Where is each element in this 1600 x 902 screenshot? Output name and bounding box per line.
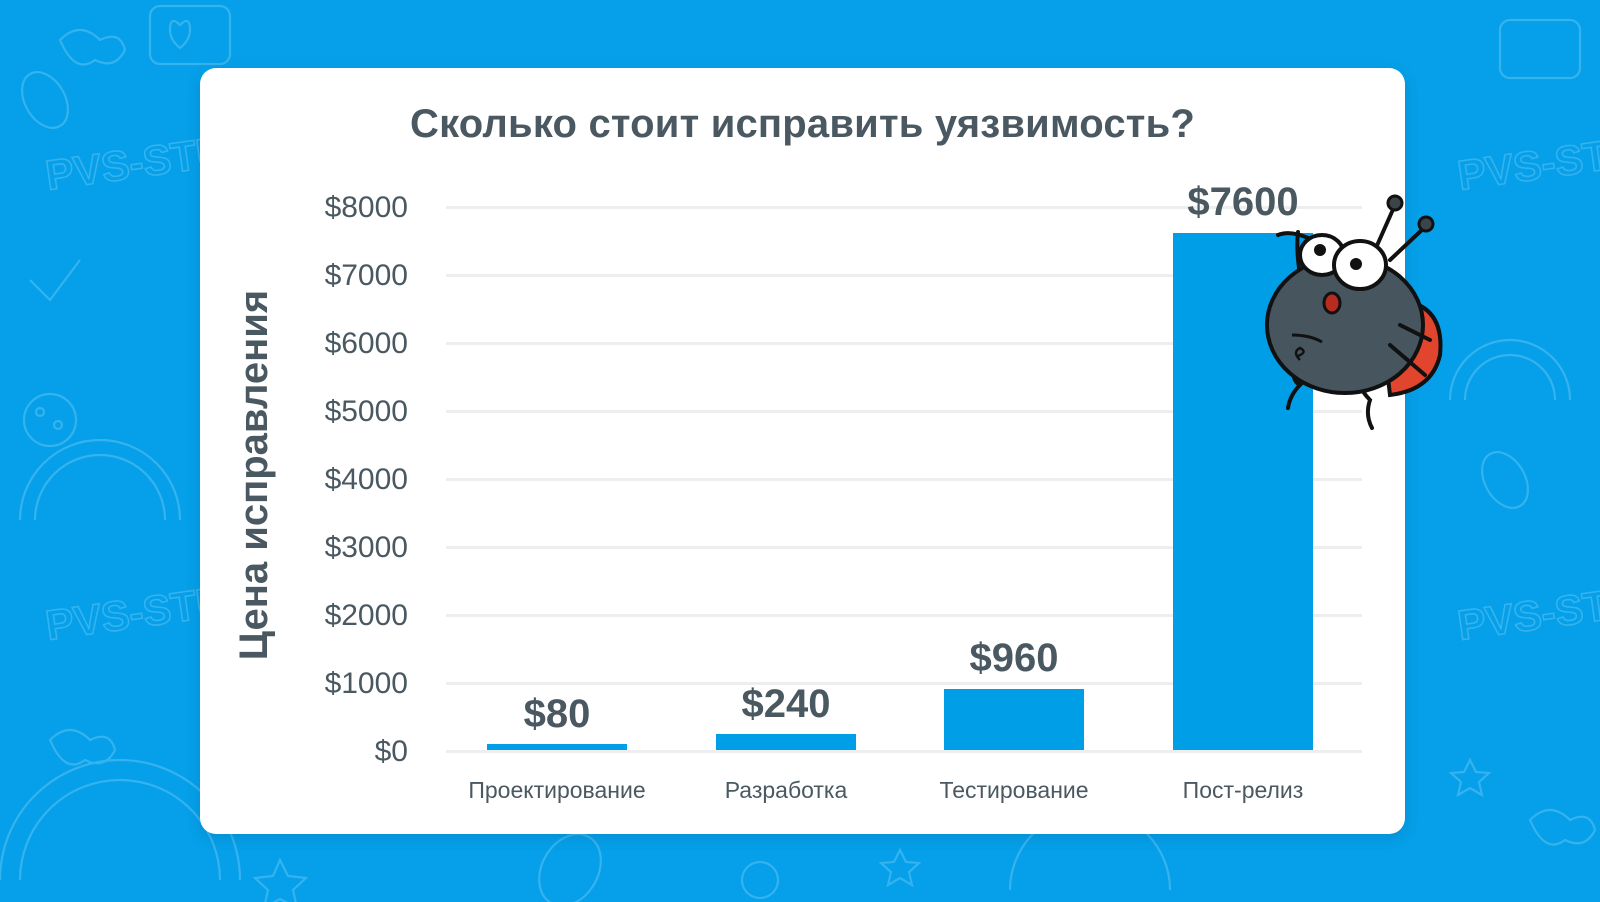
x-tick-label: Разработка (724, 777, 848, 803)
value-label: $7600 (1187, 180, 1299, 224)
y-tick-label: $2000 (324, 599, 408, 632)
gridline (446, 614, 1362, 617)
y-tick-label: $5000 (324, 395, 408, 428)
bar-testing (944, 689, 1084, 750)
y-tick-label: $1000 (324, 667, 408, 700)
x-tick-label: Тестирование (939, 777, 1089, 803)
bar-development (716, 734, 856, 750)
y-tick-label: $7000 (324, 259, 408, 292)
bar-design (487, 744, 627, 750)
y-tick-label: $6000 (324, 327, 408, 360)
gridline (446, 682, 1362, 685)
chart-title: Сколько стоит исправить уязвимость? (410, 102, 1195, 146)
x-axis-baseline (446, 750, 1362, 753)
value-label: $240 (741, 682, 831, 726)
gridline (446, 342, 1362, 345)
gridline (446, 546, 1362, 549)
value-label: $80 (523, 692, 591, 736)
gridline (446, 410, 1362, 413)
gridline (446, 478, 1362, 481)
bug-mascot-icon (1265, 194, 1443, 430)
y-tick-label: $8000 (324, 191, 408, 224)
gridline (446, 206, 1362, 209)
x-tick-label: Проектирование (468, 777, 646, 803)
value-label: $960 (969, 636, 1059, 680)
y-tick-label: $0 (374, 735, 408, 768)
gridline (446, 274, 1362, 277)
x-tick-label: Пост-релиз (1182, 777, 1304, 803)
y-tick-label: $3000 (324, 531, 408, 564)
y-tick-label: $4000 (324, 463, 408, 496)
